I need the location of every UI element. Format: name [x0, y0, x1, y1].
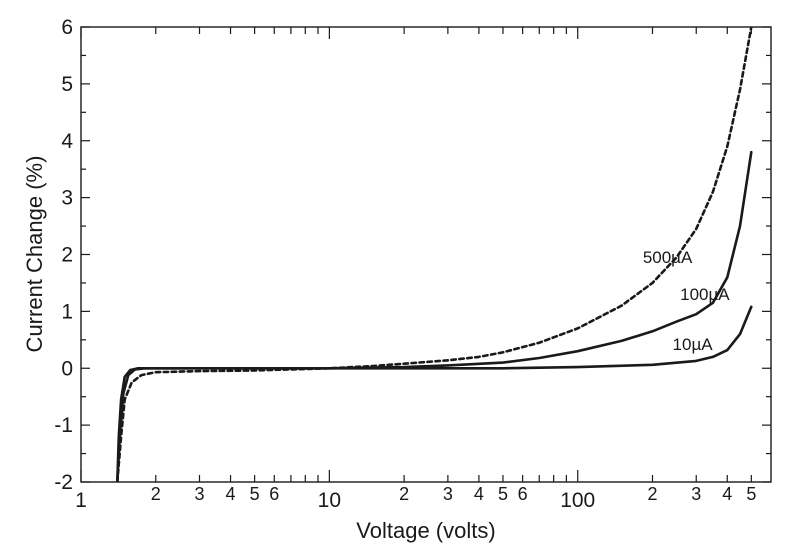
x-minor-tick-label: 3 — [443, 484, 453, 504]
series-line-2 — [116, 305, 753, 482]
x-minor-tick-label: 4 — [226, 484, 236, 504]
x-minor-tick-label: 3 — [194, 484, 204, 504]
x-minor-tick-label: 6 — [269, 484, 279, 504]
x-minor-tick-label: 5 — [250, 484, 260, 504]
y-tick-label: 1 — [61, 300, 73, 323]
x-minor-tick-label: 5 — [746, 484, 756, 504]
series-label-0: 500µA — [643, 248, 693, 267]
y-axis-title: Current Change (%) — [22, 156, 47, 353]
y-tick-label: 4 — [61, 130, 73, 153]
series-line-0 — [116, 27, 753, 482]
x-minor-tick-label: 2 — [399, 484, 409, 504]
x-axis-title: Voltage (volts) — [356, 518, 495, 543]
series-labels: 500µA 100µA 10µA — [643, 248, 730, 354]
y-tick-label: -1 — [54, 414, 73, 437]
x-minor-tick-label: 2 — [647, 484, 657, 504]
series-line-1 — [116, 150, 753, 482]
series-label-1: 100µA — [680, 285, 730, 304]
y-tick-label: 3 — [61, 187, 73, 210]
series-layer — [116, 27, 753, 482]
x-minor-tick-label: 4 — [722, 484, 732, 504]
series-label-2: 10µA — [673, 335, 714, 354]
x-minor-tick-label: 6 — [518, 484, 528, 504]
x-minor-tick-label: 4 — [474, 484, 484, 504]
axis-ticks — [80, 26, 771, 483]
x-tick-label: 10 — [318, 489, 341, 512]
y-tick-label: 0 — [61, 357, 73, 380]
y-tick-label: 6 — [61, 16, 73, 39]
x-tick-label: 1 — [75, 489, 87, 512]
x-minor-tick-label: 3 — [691, 484, 701, 504]
x-minor-tick-label: 2 — [151, 484, 161, 504]
y-tick-label: 5 — [61, 73, 73, 96]
x-minor-tick-label: 5 — [498, 484, 508, 504]
y-tick-label: 2 — [61, 244, 73, 267]
x-tick-label: 100 — [560, 489, 595, 512]
y-tick-label: -2 — [54, 471, 73, 494]
